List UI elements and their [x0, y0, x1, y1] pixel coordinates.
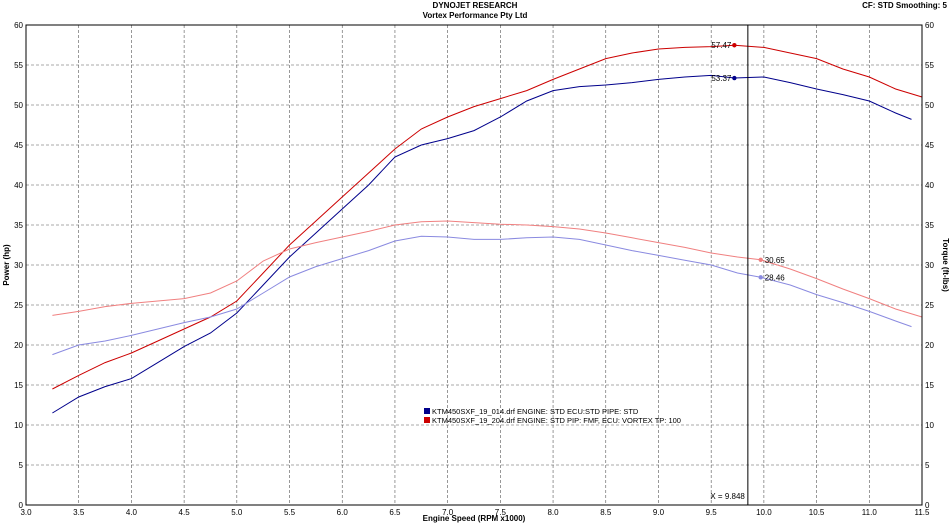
cursor[interactable]: X = 9.848 [710, 25, 749, 505]
y-tick-label-left: 60 [14, 21, 23, 30]
y-tick-label-right: 55 [925, 61, 934, 70]
legend-swatch [424, 408, 430, 414]
x-tick-label: 9.5 [706, 508, 718, 517]
x-tick-label: 4.5 [179, 508, 191, 517]
y-tick-label-right: 40 [925, 181, 934, 190]
y-axis-label-right: Torque (ft-lbs) [941, 238, 950, 292]
cursor-readout: X = 9.848 [710, 492, 745, 501]
marker-value-label: 53.37 [711, 74, 732, 83]
y-tick-label-right: 35 [925, 221, 934, 230]
series-line-power-2 [52, 44, 923, 390]
y-tick-label-right: 50 [925, 101, 934, 110]
chart-subtitle: Vortex Performance Pty Ltd [422, 11, 528, 20]
marker-point [732, 75, 737, 81]
y-tick-label-left: 50 [14, 101, 23, 110]
y-tick-label-right: 30 [925, 261, 934, 270]
x-tick-label: 9.0 [653, 508, 665, 517]
x-tick-label: 4.0 [126, 508, 138, 517]
x-tick-label: 5.5 [284, 508, 296, 517]
y-tick-label-left: 35 [14, 221, 23, 230]
x-axis-label: Engine Speed (RPM x1000) [423, 514, 526, 523]
x-tick-label: 3.0 [20, 508, 32, 517]
series-layer [52, 44, 923, 414]
legend-entry: KTM450SXF_19_204.drf ENGINE: STD PIP: FM… [432, 416, 681, 425]
x-tick-label: 3.5 [73, 508, 85, 517]
marker-value-label: 30.65 [765, 256, 786, 265]
y-tick-label-left: 30 [14, 261, 23, 270]
legend-swatch [424, 417, 430, 423]
x-tick-label: 10.0 [756, 508, 772, 517]
series-line-torque-3 [52, 235, 912, 356]
tick-labels: 3.0 3.5 4.0 4.5 5.0 5.5 6.0 6.5 7.0 7.5 8.0 8.5 9.0 9… [14, 21, 934, 517]
y-tick-label-left: 15 [14, 381, 23, 390]
plot-border [25, 24, 923, 506]
y-tick-label-right: 20 [925, 341, 934, 350]
series-line-power-1 [52, 74, 912, 414]
x-tick-label: 10.5 [809, 508, 825, 517]
x-tick-label: 6.0 [337, 508, 349, 517]
y-tick-label-right: 60 [925, 21, 934, 30]
marker-value-label: 57.47 [711, 41, 732, 50]
y-tick-label-left: 45 [14, 141, 23, 150]
y-tick-label-right: 5 [925, 461, 930, 470]
y-tick-label-left: 25 [14, 301, 23, 310]
y-tick-label-left: 55 [14, 61, 23, 70]
x-tick-label: 8.0 [547, 508, 559, 517]
y-tick-label-right: 0 [925, 501, 930, 510]
x-tick-label: 5.0 [231, 508, 243, 517]
annotations: 57.47 53.37 30.65 28.46 [711, 41, 785, 282]
legend: KTM450SXF_19_014.drf ENGINE: STD ECU:STD… [424, 407, 681, 425]
y-tick-label-right: 10 [925, 421, 934, 430]
y-tick-label-left: 5 [19, 461, 24, 470]
y-tick-label-left: 10 [14, 421, 23, 430]
x-tick-label: 8.5 [600, 508, 612, 517]
x-tick-label: 11.0 [862, 508, 878, 517]
marker-value-label: 28.46 [765, 273, 786, 282]
x-tick-label: 11.5 [915, 508, 931, 517]
marker-point [732, 43, 737, 48]
y-tick-label-left: 40 [14, 181, 23, 190]
y-tick-label-right: 45 [925, 141, 934, 150]
y-axis-label-left: Power (hp) [2, 244, 11, 286]
x-tick-label: 7.5 [495, 508, 507, 517]
x-tick-label: 7.0 [442, 508, 454, 517]
y-tick-label-left: 0 [19, 501, 24, 510]
settings-readout: CF: STD Smoothing: 5 [862, 1, 947, 10]
y-tick-label-left: 20 [14, 341, 23, 350]
x-tick-label: 6.5 [389, 508, 401, 517]
marker-point [758, 257, 763, 262]
marker-point [758, 275, 763, 280]
grid [26, 25, 922, 505]
y-tick-label-right: 25 [925, 301, 934, 310]
y-tick-label-right: 15 [925, 381, 934, 390]
series-line-torque-4 [52, 220, 923, 318]
legend-entry: KTM450SXF_19_014.drf ENGINE: STD ECU:STD… [432, 407, 639, 416]
chart-title: DYNOJET RESEARCH [432, 1, 518, 10]
